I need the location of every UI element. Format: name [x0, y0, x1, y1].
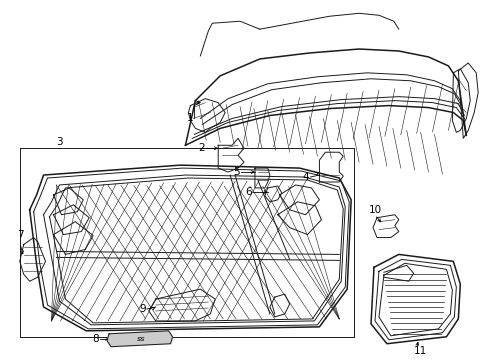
Text: 5: 5 [233, 167, 240, 177]
Text: 9: 9 [139, 304, 145, 314]
Text: SS: SS [136, 337, 145, 342]
Text: 2: 2 [198, 143, 205, 153]
Text: 6: 6 [245, 187, 251, 197]
Text: 7: 7 [17, 230, 23, 239]
Text: 4: 4 [302, 172, 309, 182]
Text: 1: 1 [186, 113, 193, 123]
Text: 10: 10 [368, 205, 382, 215]
Text: 11: 11 [413, 346, 426, 356]
Text: 3: 3 [56, 137, 63, 147]
Polygon shape [107, 331, 172, 347]
Text: 8: 8 [92, 334, 99, 344]
